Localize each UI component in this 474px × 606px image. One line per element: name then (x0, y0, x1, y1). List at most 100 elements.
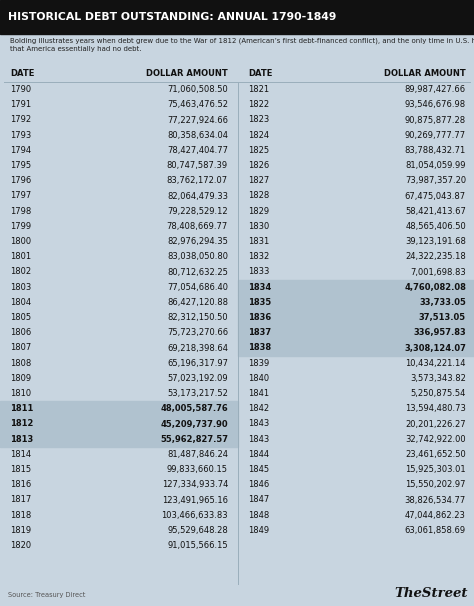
Text: 57,023,192.09: 57,023,192.09 (167, 374, 228, 383)
Text: 1813: 1813 (10, 435, 33, 444)
Text: 1845: 1845 (248, 465, 269, 474)
Text: HISTORICAL DEBT OUTSTANDING: ANNUAL 1790-1849: HISTORICAL DEBT OUTSTANDING: ANNUAL 1790… (8, 12, 337, 22)
Text: 90,269,777.77: 90,269,777.77 (405, 131, 466, 140)
Text: 1799: 1799 (10, 222, 31, 231)
Text: 1826: 1826 (248, 161, 269, 170)
Bar (0, 0, 474, 34)
Text: 1819: 1819 (10, 526, 31, 535)
Text: 78,427,404.77: 78,427,404.77 (167, 146, 228, 155)
Text: 7,001,698.83: 7,001,698.83 (410, 267, 466, 276)
Text: 1839: 1839 (248, 359, 269, 368)
Text: 1793: 1793 (10, 131, 31, 140)
Text: 1832: 1832 (248, 252, 269, 261)
Text: 67,475,043.87: 67,475,043.87 (405, 191, 466, 201)
Text: 1798: 1798 (10, 207, 31, 216)
Text: 1812: 1812 (10, 419, 33, 428)
Text: 83,038,050.80: 83,038,050.80 (167, 252, 228, 261)
Text: 1816: 1816 (10, 481, 31, 489)
Text: 1794: 1794 (10, 146, 31, 155)
Text: 1844: 1844 (248, 450, 269, 459)
Text: 65,196,317.97: 65,196,317.97 (167, 359, 228, 368)
Text: 33,733.05: 33,733.05 (419, 298, 466, 307)
Bar (0, 431, 238, 447)
Text: 1800: 1800 (10, 237, 31, 246)
Text: 1824: 1824 (248, 131, 269, 140)
Text: 48,565,406.50: 48,565,406.50 (405, 222, 466, 231)
Text: 103,466,633.83: 103,466,633.83 (161, 511, 228, 520)
Text: 5,250,875.54: 5,250,875.54 (410, 389, 466, 398)
Text: 1807: 1807 (10, 344, 31, 353)
Text: TheStreet: TheStreet (394, 587, 468, 600)
Bar (0, 416, 238, 431)
Text: 1837: 1837 (248, 328, 271, 338)
Text: 1843: 1843 (248, 435, 269, 444)
Text: 32,742,922.00: 32,742,922.00 (405, 435, 466, 444)
Text: 3,308,124.07: 3,308,124.07 (404, 344, 466, 353)
Text: 4,760,082.08: 4,760,082.08 (404, 283, 466, 291)
Text: 1834: 1834 (248, 283, 271, 291)
Text: 24,322,235.18: 24,322,235.18 (405, 252, 466, 261)
Text: 1830: 1830 (248, 222, 269, 231)
Text: DOLLAR AMOUNT: DOLLAR AMOUNT (146, 68, 228, 78)
Text: 79,228,529.12: 79,228,529.12 (167, 207, 228, 216)
Text: 123,491,965.16: 123,491,965.16 (162, 496, 228, 505)
Text: 1823: 1823 (248, 116, 269, 124)
Text: 80,712,632.25: 80,712,632.25 (167, 267, 228, 276)
Text: 1801: 1801 (10, 252, 31, 261)
Text: 1827: 1827 (248, 176, 269, 185)
Text: 83,762,172.07: 83,762,172.07 (167, 176, 228, 185)
Text: 48,005,587.76: 48,005,587.76 (160, 404, 228, 413)
Text: 99,833,660.15: 99,833,660.15 (167, 465, 228, 474)
Text: 336,957.83: 336,957.83 (413, 328, 466, 338)
Text: 77,054,686.40: 77,054,686.40 (167, 283, 228, 291)
Text: 63,061,858.69: 63,061,858.69 (405, 526, 466, 535)
Text: 39,123,191.68: 39,123,191.68 (405, 237, 466, 246)
Text: 1847: 1847 (248, 496, 269, 505)
Text: DATE: DATE (248, 68, 273, 78)
Text: 1831: 1831 (248, 237, 269, 246)
Text: 1797: 1797 (10, 191, 31, 201)
Text: 1792: 1792 (10, 116, 31, 124)
Text: 1805: 1805 (10, 313, 31, 322)
Bar (238, 341, 474, 356)
Text: 91,015,566.15: 91,015,566.15 (167, 541, 228, 550)
Text: Source: Treasury Direct: Source: Treasury Direct (8, 592, 85, 598)
Text: 13,594,480.73: 13,594,480.73 (405, 404, 466, 413)
Text: 95,529,648.28: 95,529,648.28 (167, 526, 228, 535)
Text: 89,987,427.66: 89,987,427.66 (405, 85, 466, 94)
Bar (238, 295, 474, 310)
Text: 90,875,877.28: 90,875,877.28 (405, 116, 466, 124)
Text: 47,044,862.23: 47,044,862.23 (405, 511, 466, 520)
Text: 82,064,479.33: 82,064,479.33 (167, 191, 228, 201)
Text: 86,427,120.88: 86,427,120.88 (167, 298, 228, 307)
Text: 1796: 1796 (10, 176, 31, 185)
Text: 58,421,413.67: 58,421,413.67 (405, 207, 466, 216)
Text: DOLLAR AMOUNT: DOLLAR AMOUNT (384, 68, 466, 78)
Text: 80,358,634.04: 80,358,634.04 (167, 131, 228, 140)
Text: 1835: 1835 (248, 298, 271, 307)
Text: 1803: 1803 (10, 283, 31, 291)
Text: 15,925,303.01: 15,925,303.01 (405, 465, 466, 474)
Text: 1817: 1817 (10, 496, 31, 505)
Text: 1821: 1821 (248, 85, 269, 94)
Text: 78,408,669.77: 78,408,669.77 (167, 222, 228, 231)
Text: 93,546,676.98: 93,546,676.98 (405, 101, 466, 109)
Text: 1809: 1809 (10, 374, 31, 383)
Text: 1846: 1846 (248, 481, 269, 489)
Text: 38,826,534.77: 38,826,534.77 (405, 496, 466, 505)
Text: 1814: 1814 (10, 450, 31, 459)
Text: 1849: 1849 (248, 526, 269, 535)
Text: 81,487,846.24: 81,487,846.24 (167, 450, 228, 459)
Text: 1833: 1833 (248, 267, 269, 276)
Text: 1802: 1802 (10, 267, 31, 276)
Text: 1791: 1791 (10, 101, 31, 109)
Text: 73,987,357.20: 73,987,357.20 (405, 176, 466, 185)
Text: 1840: 1840 (248, 374, 269, 383)
Text: 80,747,587.39: 80,747,587.39 (167, 161, 228, 170)
Bar (238, 310, 474, 325)
Text: 81,054,059.99: 81,054,059.99 (405, 161, 466, 170)
Text: 1790: 1790 (10, 85, 31, 94)
Text: 1808: 1808 (10, 359, 31, 368)
Text: 1842: 1842 (248, 404, 269, 413)
Text: 1818: 1818 (10, 511, 31, 520)
